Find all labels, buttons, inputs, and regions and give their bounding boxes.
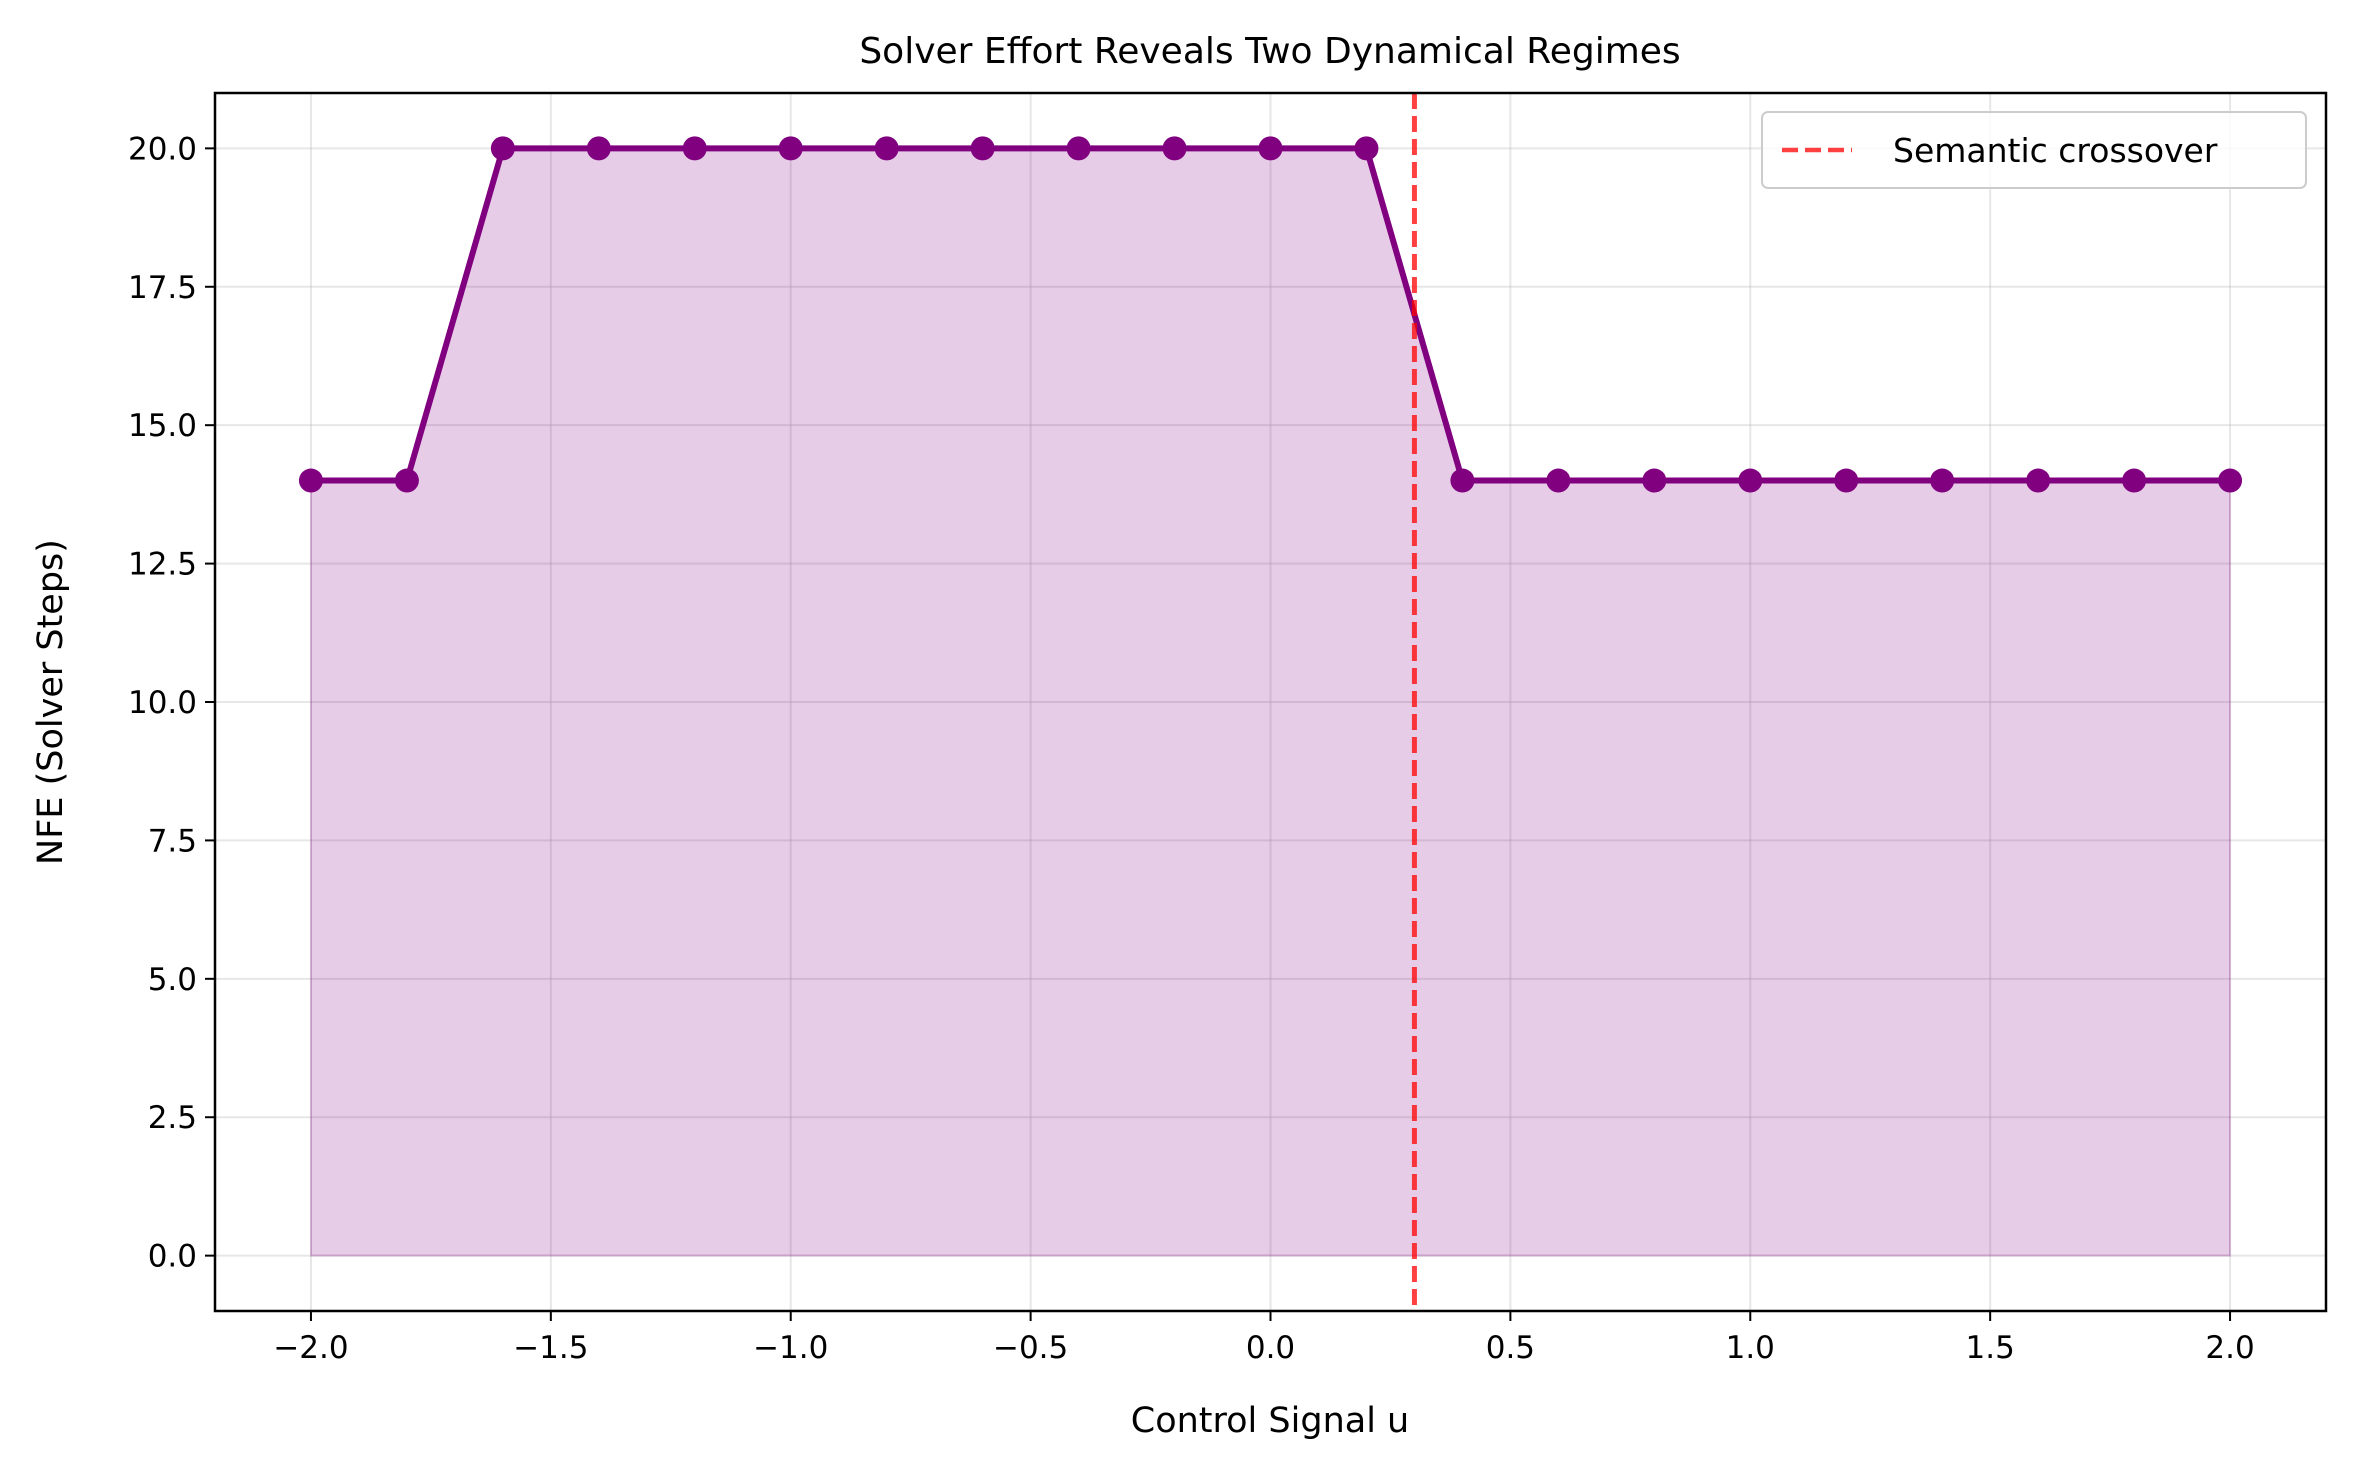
data-point xyxy=(2026,468,2051,493)
legend-label: Semantic crossover xyxy=(1893,131,2218,170)
x-tick-label: −1.5 xyxy=(513,1330,588,1366)
x-tick-label: 0.5 xyxy=(1486,1330,1535,1366)
y-tick-label: 0.0 xyxy=(148,1239,197,1275)
x-axis-ticks: −2.0 −1.5 −1.0 −0.5 0.0 0.5 1.0 1.5 2.0 xyxy=(273,1311,2255,1366)
data-point xyxy=(682,136,707,161)
data-point xyxy=(490,136,515,161)
x-tick-label: 2.0 xyxy=(2205,1330,2254,1366)
y-tick-label: 15.0 xyxy=(128,408,197,444)
data-point xyxy=(1258,136,1283,161)
data-point xyxy=(970,136,995,161)
x-tick-label: −1.0 xyxy=(753,1330,828,1366)
plot-area-background xyxy=(215,93,2326,1311)
y-tick-label: 7.5 xyxy=(148,823,197,859)
series-markers xyxy=(298,136,2243,493)
data-point xyxy=(1930,468,1955,493)
x-tick-label: 0.0 xyxy=(1246,1330,1295,1366)
x-tick-label: −2.0 xyxy=(273,1330,348,1366)
data-point xyxy=(778,136,803,161)
y-tick-label: 10.0 xyxy=(128,685,197,721)
data-point xyxy=(1738,468,1763,493)
legend: Semantic crossover xyxy=(1761,111,2307,189)
data-point xyxy=(2122,468,2147,493)
data-point xyxy=(1642,468,1667,493)
y-tick-label: 2.5 xyxy=(148,1100,197,1136)
data-point xyxy=(1450,468,1475,493)
y-tick-label: 20.0 xyxy=(128,131,197,167)
data-point xyxy=(586,136,611,161)
legend-box xyxy=(1761,111,2307,189)
data-point xyxy=(2218,468,2243,493)
y-axis-label: NFE (Solver Steps) xyxy=(31,539,71,865)
data-point xyxy=(1546,468,1571,493)
x-tick-label: 1.0 xyxy=(1726,1330,1775,1366)
data-point xyxy=(298,468,323,493)
chart-title: Solver Effort Reveals Two Dynamical Regi… xyxy=(859,31,1680,72)
y-tick-label: 17.5 xyxy=(128,270,197,306)
x-tick-label: −0.5 xyxy=(993,1330,1068,1366)
x-axis-label: Control Signal u xyxy=(1131,1401,1409,1441)
x-tick-label: 1.5 xyxy=(1966,1330,2015,1366)
data-point xyxy=(1066,136,1091,161)
data-point xyxy=(394,468,419,493)
data-point xyxy=(1834,468,1859,493)
data-point xyxy=(874,136,899,161)
data-point xyxy=(1162,136,1187,161)
y-axis-ticks: 0.0 2.5 5.0 7.5 10.0 12.5 15.0 17.5 20.0 xyxy=(128,131,215,1275)
y-tick-label: 5.0 xyxy=(148,962,197,998)
grid xyxy=(215,93,2326,1311)
data-point xyxy=(1354,136,1379,161)
y-tick-label: 12.5 xyxy=(128,547,197,583)
